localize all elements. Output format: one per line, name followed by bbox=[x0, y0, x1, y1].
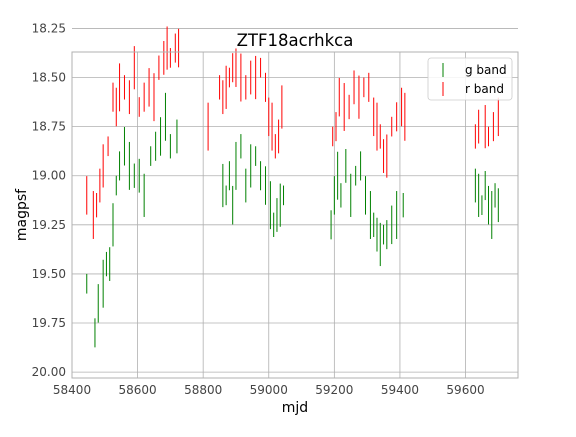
y-tick-label: 19.00 bbox=[32, 169, 66, 183]
data-marks bbox=[86, 26, 499, 348]
legend-box bbox=[427, 57, 513, 101]
plot-frame bbox=[71, 51, 519, 379]
x-tick-label: 58400 bbox=[53, 383, 91, 397]
x-tick-label: 59200 bbox=[315, 383, 353, 397]
series-0 bbox=[86, 92, 499, 348]
x-tick-label: 58600 bbox=[118, 383, 156, 397]
legend: g band r band bbox=[427, 57, 513, 101]
legend-entry: g band bbox=[465, 63, 507, 77]
y-tick-label: 20.00 bbox=[32, 365, 66, 379]
x-tick-label: 58800 bbox=[184, 383, 222, 397]
y-tick-labels: 18.25 18.50 18.75 19.00 19.25 19.50 19.75 20.00 bbox=[32, 21, 66, 379]
y-tick-label: 19.50 bbox=[32, 267, 66, 281]
plot-area bbox=[72, 52, 518, 378]
y-tick-label: 18.50 bbox=[32, 71, 66, 85]
x-tick-label: 59000 bbox=[250, 383, 288, 397]
x-axis-label: mjd bbox=[282, 400, 308, 416]
y-axis-label: magpsf bbox=[14, 188, 30, 241]
y-tick-label: 19.25 bbox=[32, 218, 66, 232]
grid-lines bbox=[71, 28, 518, 378]
x-tick-label: 59400 bbox=[381, 383, 419, 397]
chart-title: ZTF18acrhkca bbox=[237, 31, 354, 50]
legend-entry: r band bbox=[465, 82, 504, 96]
y-tick-label: 18.75 bbox=[32, 120, 66, 134]
y-tick-label: 18.25 bbox=[32, 21, 66, 35]
x-tick-label: 59600 bbox=[446, 383, 484, 397]
y-tick-label: 19.75 bbox=[32, 316, 66, 330]
series-1 bbox=[86, 26, 499, 239]
x-tick-labels: 58400 58600 58800 59000 59200 59400 59600 bbox=[53, 383, 485, 397]
